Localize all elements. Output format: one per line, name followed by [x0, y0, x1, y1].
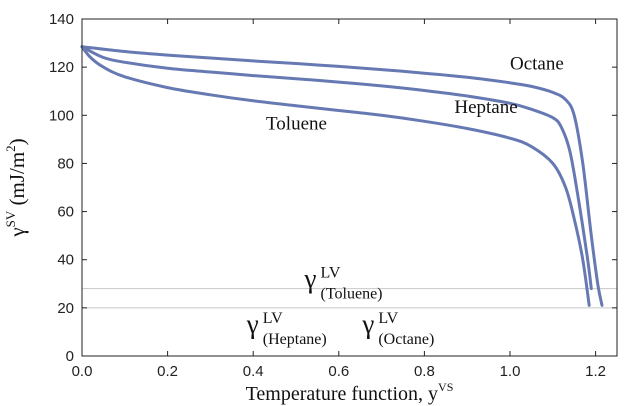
annotation-subscript: (Toluene)	[321, 285, 383, 302]
annotation-base: γ	[246, 309, 259, 339]
x-tick-label: 0.6	[328, 363, 349, 380]
y-tick-label: 40	[57, 252, 74, 269]
y-tick-label: 100	[49, 107, 74, 124]
y-tick-label: 80	[57, 155, 74, 172]
series-lines	[80, 45, 604, 307]
x-axis-label: Temperature function, yVS	[246, 380, 454, 405]
plot-frame	[81, 18, 618, 357]
y-tick-label: 140	[49, 11, 74, 28]
annotations: γ LV(Toluene)γ LV(Heptane)γ LV(Octane)	[246, 263, 435, 348]
series-line-toluene	[80, 45, 591, 307]
series-label-toluene: Toluene	[266, 114, 327, 135]
annotation-gamma-lv: γ LV (Octane)	[361, 309, 434, 348]
x-tick-label: 0.8	[414, 363, 435, 380]
annotation-gamma-lv: γ LV (Heptane)	[246, 309, 327, 348]
y-axis-label: γSV (mJ/m2)	[3, 138, 29, 237]
annotation-superscript: LV	[378, 310, 398, 327]
y-tick-label: 0	[66, 348, 74, 365]
x-tick-label: 1.2	[585, 363, 606, 380]
y-tick-label: 120	[49, 59, 74, 76]
annotation-base: γ	[304, 263, 317, 293]
x-tick-label: 0.4	[243, 363, 264, 380]
annotation-subscript: (Heptane)	[263, 331, 327, 348]
series-line-octane	[80, 45, 604, 307]
annotation-superscript: LV	[263, 310, 283, 327]
x-tick-label: 0.2	[157, 363, 178, 380]
reference-lines	[82, 288, 617, 309]
axis-ticks: 0.0 0.2 0.4 0.6 0.8 1.0 1.2 0 20 40 60 80 100 120 140	[49, 11, 617, 380]
series-label-heptane: Heptane	[454, 97, 517, 118]
annotation-base: γ	[361, 309, 374, 339]
series-label-octane: Octane	[510, 54, 564, 75]
y-tick-label: 60	[57, 204, 74, 221]
annotation-gamma-lv: γ LV (Toluene)	[304, 263, 383, 302]
annotation-superscript: LV	[321, 264, 341, 281]
x-tick-label: 0.0	[72, 363, 93, 380]
x-tick-label: 1.0	[500, 363, 521, 380]
series-line-heptane	[80, 45, 593, 291]
series-labels: Octane Heptane Toluene	[266, 54, 564, 135]
y-tick-label: 20	[57, 300, 74, 317]
annotation-subscript: (Octane)	[378, 331, 434, 348]
